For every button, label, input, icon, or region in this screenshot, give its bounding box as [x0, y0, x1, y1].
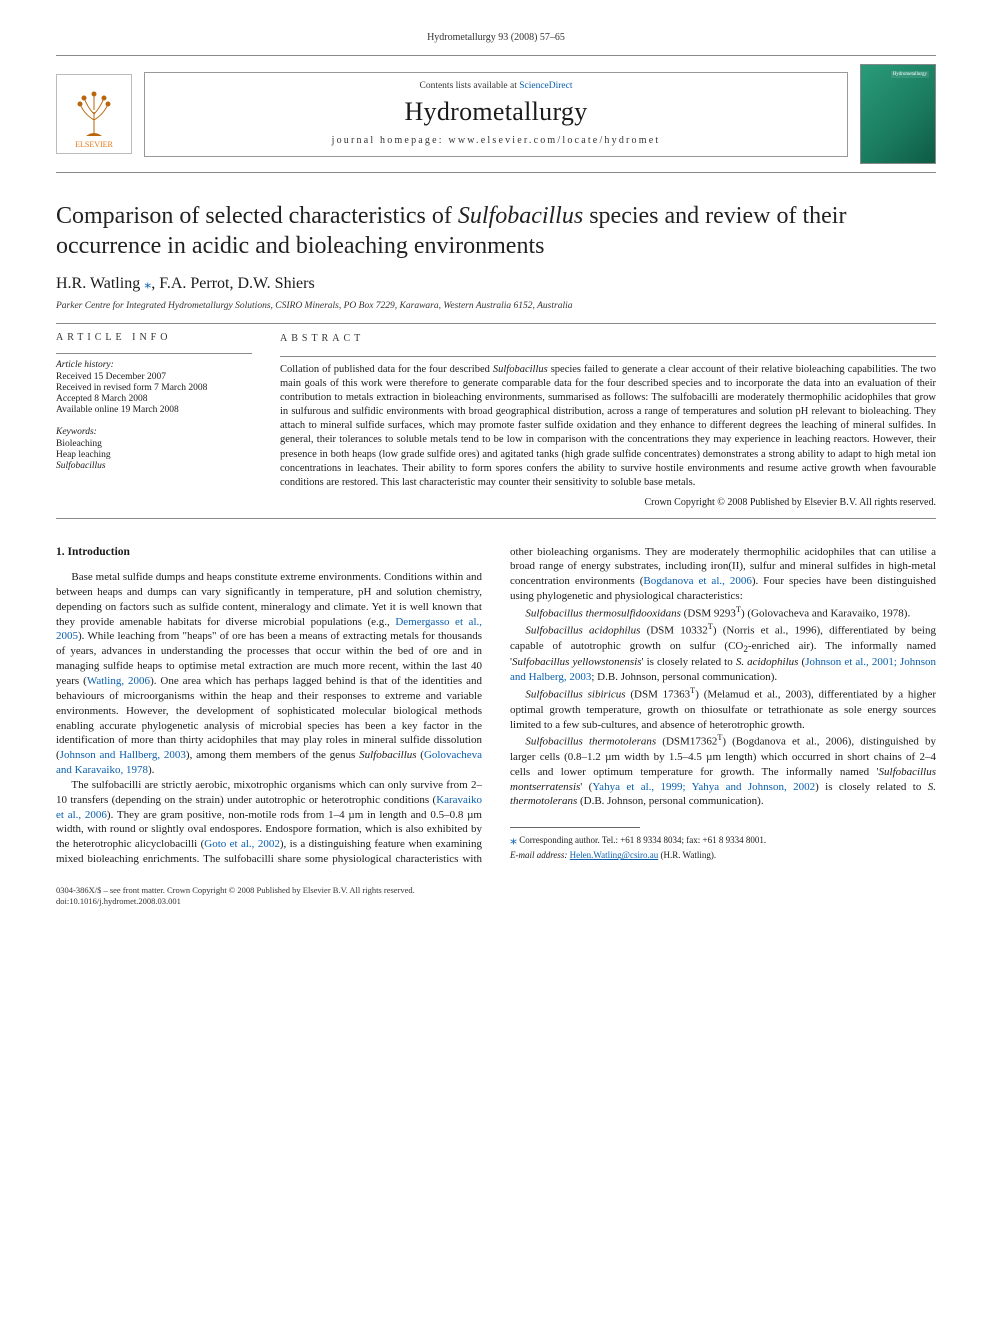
- rule-top: [56, 323, 936, 324]
- cite-goto[interactable]: Goto et al., 2002: [204, 838, 280, 850]
- elsevier-tree-icon: [68, 88, 120, 140]
- article-info-head: ARTICLE INFO: [56, 332, 252, 343]
- sp2-ref2d: ; D.B. Johnson, personal communication).: [591, 671, 777, 683]
- article-body: 1. Introduction Base metal sulfide dumps…: [56, 545, 936, 867]
- p1e: (: [417, 749, 424, 761]
- author-3: D.W. Shiers: [237, 275, 314, 292]
- sp2-rel: S. acidophilus: [736, 656, 799, 668]
- rule-bottom: [56, 518, 936, 519]
- keywords-label: Keywords:: [56, 427, 252, 437]
- sp4-dsm: (DSM17362: [656, 736, 717, 748]
- article-title: Comparison of selected characteristics o…: [56, 201, 936, 261]
- section-1-head: 1. Introduction: [56, 545, 482, 561]
- abstract: ABSTRACT Collation of published data for…: [280, 332, 936, 510]
- sp2-ref2b: ' is closely related to: [642, 656, 736, 668]
- info-rule: [56, 353, 252, 354]
- keyword-1: Bioleaching: [56, 439, 252, 449]
- p1d: ), among them members of the genus: [186, 749, 359, 761]
- contents-prefix: Contents lists available at: [419, 81, 519, 91]
- keyword-2: Heap leaching: [56, 450, 252, 460]
- p2a: The sulfobacilli are strictly aerobic, m…: [56, 779, 482, 806]
- p1-species: Sulfobacillus: [359, 749, 416, 761]
- species-4: Sulfobacillus thermotolerans (DSM17362T)…: [510, 732, 936, 809]
- footer-doi: doi:10.1016/j.hydromet.2008.03.001: [56, 896, 936, 906]
- footnote-email-label: E-mail address:: [510, 850, 570, 860]
- footnote-separator: [510, 827, 640, 828]
- page-footer: 0304-386X/$ – see front matter. Crown Co…: [56, 885, 936, 906]
- authors: H.R. Watling ⁎, F.A. Perrot, D.W. Shiers: [56, 275, 936, 293]
- p1f: ).: [148, 764, 154, 776]
- sp1-name: Sulfobacillus thermosulfidooxidans: [525, 608, 681, 620]
- para-1: Base metal sulfide dumps and heaps const…: [56, 570, 482, 778]
- sp1-dsm: (DSM 9293: [681, 608, 736, 620]
- species-2: Sulfobacillus acidophilus (DSM 10332T) (…: [510, 621, 936, 685]
- cite-yahya[interactable]: Yahya et al., 1999; Yahya and Johnson, 2…: [592, 781, 815, 793]
- abstract-pre: Collation of published data for the four…: [280, 364, 493, 375]
- sp3-name: Sulfobacillus sibiricus: [525, 689, 625, 701]
- species-1: Sulfobacillus thermosulfidooxidans (DSM …: [510, 604, 936, 622]
- history-revised: Received in revised form 7 March 2008: [56, 383, 252, 393]
- keyword-3: Sulfobacillus: [56, 461, 106, 471]
- sp2-dsm: (DSM 10332: [640, 625, 707, 637]
- title-pre: Comparison of selected characteristics o…: [56, 203, 458, 229]
- history-received: Received 15 December 2007: [56, 372, 252, 382]
- sp2-informal: Sulfobacillus yellowstonensis: [512, 656, 642, 668]
- cite-johnson-hallberg[interactable]: Johnson and Hallberg, 2003: [60, 749, 186, 761]
- sp2-name: Sulfobacillus acidophilus: [525, 625, 640, 637]
- abstract-rule: [280, 356, 936, 357]
- footnote-email-link[interactable]: Helen.Watling@csiro.au: [570, 850, 659, 860]
- species-3: Sulfobacillus sibiricus (DSM 17363T) (Me…: [510, 685, 936, 732]
- article-info: ARTICLE INFO Article history: Received 1…: [56, 332, 252, 510]
- footnote-mark-icon: ⁎: [510, 833, 517, 848]
- journal-cover-thumb: Hydrometallurgy: [860, 64, 936, 164]
- sciencedirect-link[interactable]: ScienceDirect: [519, 81, 572, 91]
- title-species: Sulfobacillus: [458, 203, 583, 229]
- footer-copyright: 0304-386X/$ – see front matter. Crown Co…: [56, 885, 936, 895]
- footnote-line1: Corresponding author. Tel.: +61 8 9334 8…: [517, 835, 766, 845]
- author-1: H.R. Watling: [56, 275, 140, 292]
- sp4-ref2b: ) is closely related to: [815, 781, 928, 793]
- cover-label: Hydrometallurgy: [891, 71, 929, 78]
- masthead: ELSEVIER Contents lists available at Sci…: [56, 55, 936, 173]
- cite-watling[interactable]: Watling, 2006: [87, 675, 150, 687]
- corresponding-footnote: ⁎ Corresponding author. Tel.: +61 8 9334…: [510, 832, 936, 862]
- history-label: Article history:: [56, 360, 252, 370]
- masthead-center: Contents lists available at ScienceDirec…: [144, 72, 848, 157]
- abstract-species: Sulfobacillus: [493, 364, 548, 375]
- affiliation: Parker Centre for Integrated Hydrometall…: [56, 301, 936, 311]
- history-accepted: Accepted 8 March 2008: [56, 394, 252, 404]
- sp1-ref: ) (Golovacheva and Karavaiko, 1978).: [741, 608, 910, 620]
- abstract-copyright: Crown Copyright © 2008 Published by Else…: [280, 496, 936, 510]
- elsevier-label: ELSEVIER: [75, 140, 113, 149]
- sp4-ref2a: ' (: [580, 781, 592, 793]
- abstract-body: Collation of published data for the four…: [280, 363, 936, 491]
- abstract-post: species failed to generate a clear accou…: [280, 364, 936, 488]
- corresponding-mark-icon: ⁎: [144, 277, 151, 292]
- sp4-ref2c: (D.B. Johnson, personal communication).: [577, 795, 763, 807]
- journal-homepage: journal homepage: www.elsevier.com/locat…: [157, 135, 835, 146]
- sp3-dsm: (DSM 17363: [626, 689, 691, 701]
- cite-bogdanova[interactable]: Bogdanova et al., 2006: [643, 575, 751, 587]
- author-2: F.A. Perrot: [159, 275, 229, 292]
- elsevier-logo: ELSEVIER: [56, 74, 132, 154]
- sp4-name: Sulfobacillus thermotolerans: [525, 736, 656, 748]
- running-head: Hydrometallurgy 93 (2008) 57–65: [56, 32, 936, 43]
- journal-name: Hydrometallurgy: [157, 97, 835, 127]
- abstract-head: ABSTRACT: [280, 332, 936, 346]
- history-online: Available online 19 March 2008: [56, 405, 252, 415]
- footnote-email-post: (H.R. Watling).: [658, 850, 716, 860]
